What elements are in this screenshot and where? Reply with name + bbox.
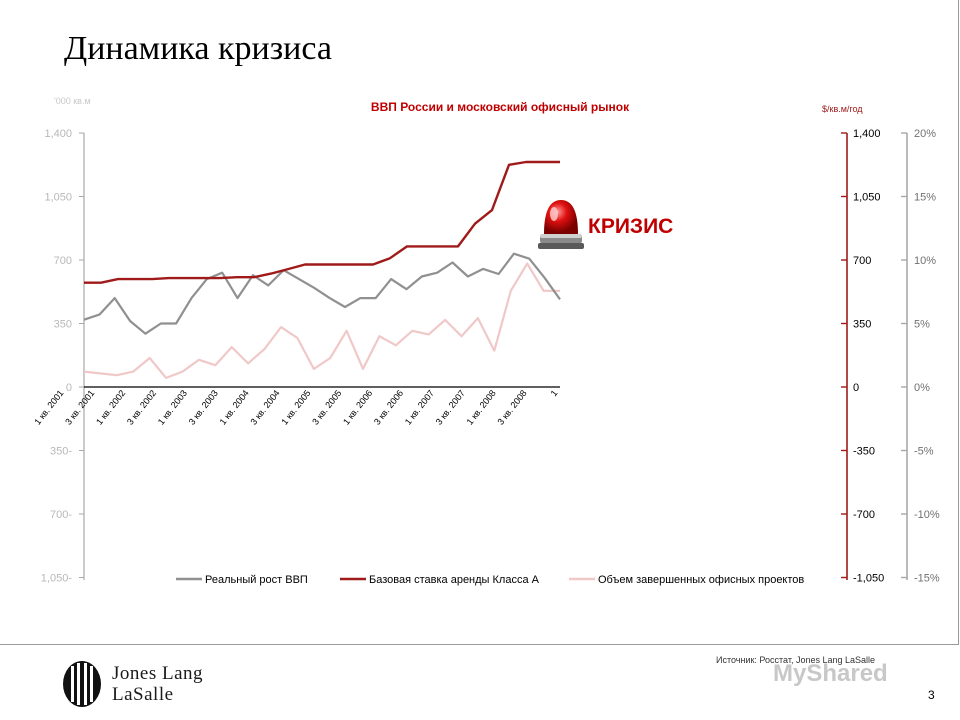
pct-axis-tick-label: -5% xyxy=(914,446,934,458)
pct-axis-tick-label: 20% xyxy=(914,128,936,140)
x-axis-tick-label: 1 кв. 2003 xyxy=(156,388,189,427)
logo-line-1: Jones Lang xyxy=(112,663,204,684)
x-axis-tick-label: 3 кв. 2004 xyxy=(248,388,281,427)
series-line-completions xyxy=(83,262,560,379)
logo-mark-icon xyxy=(63,661,101,707)
x-axis-tick-label: 3 кв. 2003 xyxy=(187,388,220,427)
x-axis-tick-label: 1 кв. 2006 xyxy=(341,388,374,427)
left-axis-tick-label: 350 xyxy=(54,319,72,331)
rent-axis-tick-label: 700 xyxy=(853,255,871,267)
company-logo: Jones Lang LaSalle xyxy=(62,660,232,708)
x-axis-tick-label: 3 кв. 2006 xyxy=(372,388,405,427)
pct-axis-tick-label: 15% xyxy=(914,192,936,204)
pct-axis-tick-label: 0% xyxy=(914,382,930,394)
axes: 1,400 1,050 700 350 0 350- 700- 1,050- 1,400 1,05… xyxy=(41,128,940,585)
rent-axis-tick-label: 350 xyxy=(853,319,871,331)
pct-axis-tick-label: 10% xyxy=(914,255,936,267)
pct-axis-tick-label: -10% xyxy=(914,509,940,521)
x-axis-tick-label: 3 кв. 2005 xyxy=(310,388,343,427)
left-axis-tick-label: 1,400 xyxy=(44,128,72,140)
rent-axis-tick-label: 0 xyxy=(853,382,859,394)
crisis-label: КРИЗИС xyxy=(588,215,674,238)
legend-label-completions: Объем завершенных офисных проектов xyxy=(598,574,804,586)
left-axis-unit: '000 кв.м xyxy=(54,96,91,106)
series-line-gdp xyxy=(83,252,561,335)
pct-axis-tick-label: -15% xyxy=(914,573,940,585)
x-axis-tick-label: 1 кв. 2007 xyxy=(403,388,436,427)
chart-title: ВВП России и московский офисный рынок xyxy=(371,100,630,114)
rent-axis-tick-label: 1,050 xyxy=(853,192,881,204)
series-line-rent xyxy=(84,160,560,284)
siren-icon xyxy=(538,200,584,249)
x-axis-tick-label: 3 кв. 2007 xyxy=(434,388,467,427)
page-number: 3 xyxy=(928,688,935,702)
rent-axis-tick-label: -1,050 xyxy=(853,573,884,585)
logo-line-2: LaSalle xyxy=(112,684,174,705)
x-axis-tick-label: 1 кв. 2008 xyxy=(465,388,498,427)
left-axis-tick-label: 700- xyxy=(50,509,72,521)
legend-label-rent: Базовая ставка аренды Класса А xyxy=(369,574,540,586)
x-axis-tick-label: 1 кв. 2005 xyxy=(279,388,312,427)
page-title: Динамика кризиса xyxy=(64,30,332,67)
x-axis-tick-label: 3 кв. 2008 xyxy=(495,388,528,427)
rent-axis-unit: $/кв.м/год xyxy=(822,104,863,114)
chart: ВВП России и московский офисный рынок '0… xyxy=(32,96,940,586)
slide-frame xyxy=(0,0,959,645)
pct-axis-tick-label: 5% xyxy=(914,319,930,331)
watermark: MyShared xyxy=(773,660,888,687)
left-axis-tick-label: 1,050- xyxy=(41,573,73,585)
legend-label-gdp: Реальный рост ВВП xyxy=(205,574,308,586)
left-axis-tick-label: 1,050 xyxy=(44,192,72,204)
x-axis-tick-label: 1 xyxy=(549,388,560,398)
rent-axis-tick-label: 1,400 xyxy=(853,128,881,140)
x-axis-tick-label: 3 кв. 2002 xyxy=(125,388,158,427)
rent-axis-tick-label: -700 xyxy=(853,509,875,521)
rent-axis-tick-label: -350 xyxy=(853,446,875,458)
source-note: Источник: Росстат, Jones Lang LaSalle xyxy=(716,655,876,665)
x-axis-tick-label: 1 кв. 2001 xyxy=(32,388,65,427)
legend: Реальный рост ВВП Базовая ставка аренды … xyxy=(176,574,804,586)
x-axis-tick-label: 1 кв. 2004 xyxy=(218,388,251,427)
left-axis-tick-label: 0 xyxy=(66,382,72,394)
x-axis-tick-label: 1 кв. 2002 xyxy=(94,388,127,427)
left-axis-tick-label: 350- xyxy=(50,446,72,458)
left-axis-tick-label: 700 xyxy=(54,255,72,267)
series-lines xyxy=(83,160,561,379)
